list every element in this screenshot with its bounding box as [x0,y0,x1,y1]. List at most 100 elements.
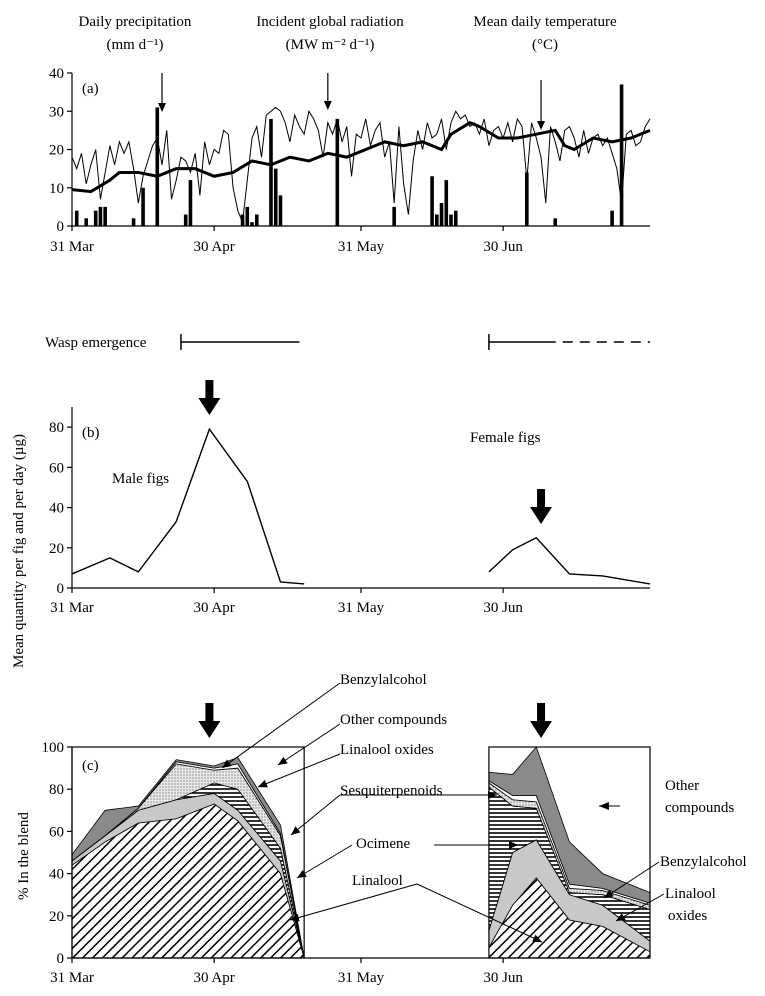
leader-arrowhead [488,791,497,799]
precipitation-bar [278,195,283,226]
wasp-emergence-label: Wasp emergence [45,335,147,351]
panel-a-x-axis: 31 Mar 30 Apr 31 May 30 Jun [50,225,650,255]
panel-c: (c) 0 20 40 60 80 100 31 Mar 30 Apr 31 May 30 Ju… [16,672,747,986]
precipitation-bar [610,210,614,226]
emphasis-arrow [530,489,553,524]
header-label-line1: Daily precipitation [79,14,192,30]
leader-line [257,753,341,788]
emphasis-arrow [198,703,221,738]
area-label: Sesquiterpenoids [340,783,443,799]
precipitation-bar [444,180,449,226]
panel-b-y-label: Mean quantity per fig and per day (µg) [11,434,27,668]
precipitation-bar [525,172,529,226]
precipitation-bar [141,187,145,226]
x-tick-label: 31 Mar [50,600,94,616]
area-label: Other compounds [340,712,447,728]
y-tick-label: 40 [49,501,64,517]
wasp-emergence-bars [180,334,650,350]
precipitation-bar [430,176,434,226]
x-tick-label: 31 May [338,239,385,255]
leader-arrowhead [297,869,307,878]
precipitation-bar [131,218,136,226]
panel-a-header-labels: Daily precipitation (mm d⁻¹) Incident glob… [79,14,617,53]
y-tick-label: 0 [57,951,65,967]
panel-b-x-axis: 31 Mar 30 Apr 31 May 30 Jun [50,587,650,616]
precipitation-bar [269,118,273,226]
radiation-line [71,106,651,223]
leader-arrowhead [291,826,301,835]
panel-b-letter: (b) [82,425,100,441]
female-figs-label: Female figs [470,430,541,446]
y-tick-label: 80 [49,420,64,436]
panel-c-leader-lines [221,682,665,943]
precipitation-bars [74,84,624,226]
header-label-line2: (mm d⁻¹) [107,37,164,53]
x-tick-label: 30 Apr [194,970,235,986]
leader-line [615,893,665,922]
y-tick-label: 0 [57,219,65,235]
precipitation-bar [273,168,278,226]
precipitation-bar [392,206,396,226]
x-tick-label: 30 Jun [483,239,523,255]
leader-line [221,682,341,769]
precipitation-bar [619,84,624,226]
area-label: Linalool [665,886,716,902]
precipitation-bar [93,210,98,226]
precipitation-bar [439,203,444,226]
leader-line [290,794,341,836]
y-tick-label: 100 [42,740,65,756]
arrow-head [323,101,332,110]
header-label-line1: Incident global radiation [256,14,404,30]
leader-line [603,861,660,899]
area-label: Benzylalcohol [660,854,747,870]
precipitation-bar [98,206,103,226]
leader-line [277,723,341,766]
series-line [488,536,651,585]
area-label: Ocimene [356,836,410,852]
area-label: Linalool oxides [340,742,434,758]
panel-b: Wasp emergence (b) 0 20 40 60 80 31 Mar 30 Ap… [11,334,651,668]
precipitation-bar [155,107,160,226]
x-tick-label: 31 Mar [50,970,94,986]
header-label-line1: Mean daily temperature [473,14,617,30]
area-label: Benzylalcohol [340,672,427,688]
leader-arrowhead [598,802,609,810]
y-tick-label: 10 [49,181,64,197]
x-tick-label: 30 Apr [194,239,235,255]
arrow-head [537,121,546,130]
y-tick-label: 20 [49,143,64,159]
leader-arrowhead [604,889,614,898]
leader-arrowhead [532,934,542,942]
precipitation-bar [553,218,558,226]
x-tick-label: 31 May [338,600,385,616]
series-line [71,427,305,585]
panel-c-y-label: % In the blend [16,812,32,900]
leader-arrowhead [290,913,300,922]
male-figs-label: Male figs [112,471,169,487]
panel-c-letter: (c) [82,758,99,774]
y-tick-label: 80 [49,782,64,798]
area-other [71,757,305,959]
panel-a-letter: (a) [82,81,99,97]
x-tick-label: 31 May [338,970,385,986]
panel-b-arrows [198,380,553,524]
y-tick-label: 0 [57,581,65,597]
area-label: Other [665,778,699,794]
y-tick-label: 30 [49,104,64,120]
header-label-line2: (°C) [532,37,558,53]
arrow-head [158,103,167,112]
y-tick-label: 20 [49,909,64,925]
y-tick-label: 40 [49,867,64,883]
y-tick-label: 20 [49,541,64,557]
temperature-line [71,121,651,194]
panel-b-series [71,427,651,585]
header-label-line2: (MW m⁻² d⁻¹) [286,37,375,53]
precipitation-bar [453,210,458,226]
emphasis-arrow [198,380,221,415]
leader-arrowhead [278,756,288,765]
precipitation-bar [245,206,250,226]
x-tick-label: 30 Apr [194,600,235,616]
panel-c-y-axis: 0 20 40 60 80 100 [42,740,73,967]
panel-c-x-axis: 31 Mar 30 Apr 31 May 30 Jun [50,957,650,986]
